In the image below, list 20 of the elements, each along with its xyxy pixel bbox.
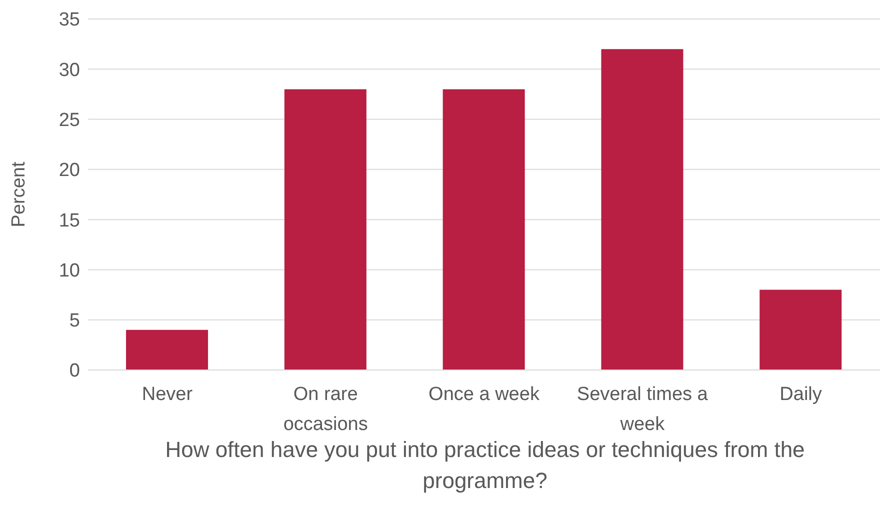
y-tick-label: 20	[58, 160, 80, 182]
x-tick-label: Once a week	[428, 384, 540, 405]
y-tick-label: 35	[58, 10, 80, 31]
y-axis-title: Percent	[8, 161, 30, 228]
x-tick-label: On rare occasions	[283, 384, 368, 435]
x-tick-label: Several times a week	[576, 384, 708, 435]
bar	[601, 49, 684, 370]
bar	[442, 89, 525, 370]
x-tick-label: Daily	[780, 384, 822, 405]
bar	[126, 330, 208, 370]
y-tick-label: 30	[58, 60, 80, 81]
y-tick-label: 15	[58, 210, 80, 232]
bar	[760, 290, 842, 370]
y-tick-label: 0	[69, 360, 80, 382]
y-tick-label: 10	[58, 260, 80, 282]
x-tick-label: Never	[142, 384, 194, 405]
x-axis-title: How often have you put into practice ideas or techniques from the programme?	[164, 436, 806, 495]
y-tick-label: 25	[58, 110, 80, 132]
y-tick-label: 5	[69, 310, 80, 332]
bar	[284, 89, 366, 370]
